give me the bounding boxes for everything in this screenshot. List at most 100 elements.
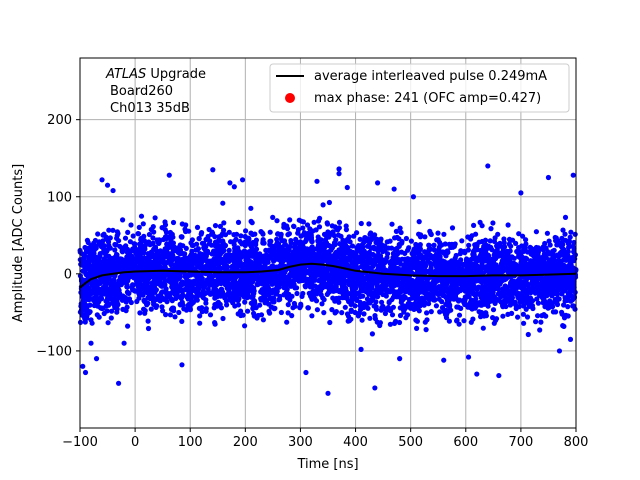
scatter-point	[478, 309, 485, 316]
scatter-point	[411, 306, 417, 312]
scatter-point	[403, 315, 409, 321]
scatter-point	[160, 308, 166, 314]
scatter-point	[431, 281, 437, 287]
scatter-point	[304, 253, 310, 259]
scatter-point	[123, 256, 130, 262]
scatter-point	[194, 224, 201, 230]
scatter-point	[112, 247, 118, 253]
scatter-point	[456, 312, 463, 318]
scatter-point	[366, 249, 372, 255]
scatter-point	[222, 282, 228, 288]
scatter-point	[145, 295, 151, 301]
scatter-point	[195, 264, 201, 270]
scatter-point	[515, 314, 521, 320]
scatter-point	[399, 238, 405, 245]
scatter-point	[123, 308, 129, 314]
scatter-point	[424, 310, 430, 316]
scatter-point	[88, 266, 94, 272]
scatter-point	[125, 290, 131, 296]
scatter-point	[554, 242, 560, 248]
scatter-point	[190, 287, 196, 293]
scatter-point	[354, 255, 360, 261]
scatter-point	[407, 277, 413, 283]
scatter-point	[536, 289, 542, 295]
scatter-point	[538, 319, 544, 325]
scatter-point	[393, 258, 399, 264]
scatter-point	[262, 300, 268, 306]
scatter-point	[406, 245, 412, 251]
scatter-point	[490, 220, 496, 226]
scatter-point	[477, 219, 483, 225]
scatter-point	[359, 317, 365, 323]
scatter-point	[387, 238, 393, 244]
scatter-point	[465, 247, 471, 253]
scatter-point	[510, 262, 516, 268]
scatter-point	[99, 305, 105, 312]
scatter-point	[470, 251, 476, 257]
scatter-point	[336, 219, 343, 225]
scatter-point	[220, 200, 226, 206]
scatter-point	[293, 236, 299, 242]
scatter-point	[238, 233, 244, 239]
scatter-point	[299, 274, 305, 281]
scatter-point	[212, 321, 218, 327]
scatter-point	[314, 307, 320, 313]
scatter-point	[356, 310, 362, 316]
scatter-point	[138, 213, 145, 219]
scatter-point	[466, 294, 472, 300]
scatter-point	[189, 248, 195, 254]
scatter-point	[88, 252, 95, 258]
scatter-point	[137, 310, 143, 316]
scatter-point	[172, 314, 178, 320]
scatter-point	[521, 303, 527, 309]
scatter-point	[311, 291, 317, 298]
scatter-point	[138, 290, 144, 296]
scatter-point	[271, 254, 277, 260]
scatter-point	[329, 223, 335, 229]
scatter-point	[322, 240, 328, 246]
scatter-point	[136, 224, 142, 230]
scatter-point	[320, 202, 326, 208]
scatter-point	[278, 236, 284, 242]
scatter-point	[153, 304, 159, 310]
scatter-point	[226, 247, 232, 253]
scatter-point	[100, 245, 106, 251]
scatter-point	[458, 305, 464, 311]
scatter-point	[316, 277, 322, 284]
scatter-point	[203, 306, 209, 312]
scatter-point	[355, 281, 361, 287]
scatter-point	[398, 261, 404, 267]
scatter-point	[184, 277, 190, 283]
scatter-point	[503, 249, 509, 255]
scatter-point	[508, 243, 514, 249]
scatter-point	[170, 219, 177, 226]
scatter-point	[317, 242, 323, 248]
scatter-point	[397, 225, 403, 231]
scatter-point	[231, 232, 237, 238]
scatter-point	[221, 220, 227, 226]
scatter-point	[431, 242, 437, 248]
scatter-point	[471, 283, 477, 289]
scatter-point	[503, 303, 509, 310]
scatter-point	[271, 277, 277, 283]
scatter-point	[84, 313, 90, 319]
scatter-point	[233, 292, 239, 298]
scatter-point	[128, 222, 134, 228]
scatter-point	[174, 260, 180, 267]
scatter-point	[266, 286, 272, 292]
scatter-point	[357, 299, 363, 305]
scatter-point	[446, 287, 452, 293]
scatter-point	[505, 222, 511, 228]
scatter-point	[485, 303, 491, 309]
scatter-point	[461, 318, 467, 324]
scatter-point	[304, 246, 310, 252]
scatter-point	[197, 320, 203, 326]
scatter-point	[559, 309, 565, 315]
scatter-point	[145, 284, 152, 290]
scatter-point	[248, 243, 254, 249]
scatter-point	[262, 277, 268, 283]
scatter-point	[446, 318, 452, 324]
scatter-point	[373, 287, 379, 294]
scatter-point	[523, 237, 529, 243]
scatter-point	[270, 214, 276, 220]
